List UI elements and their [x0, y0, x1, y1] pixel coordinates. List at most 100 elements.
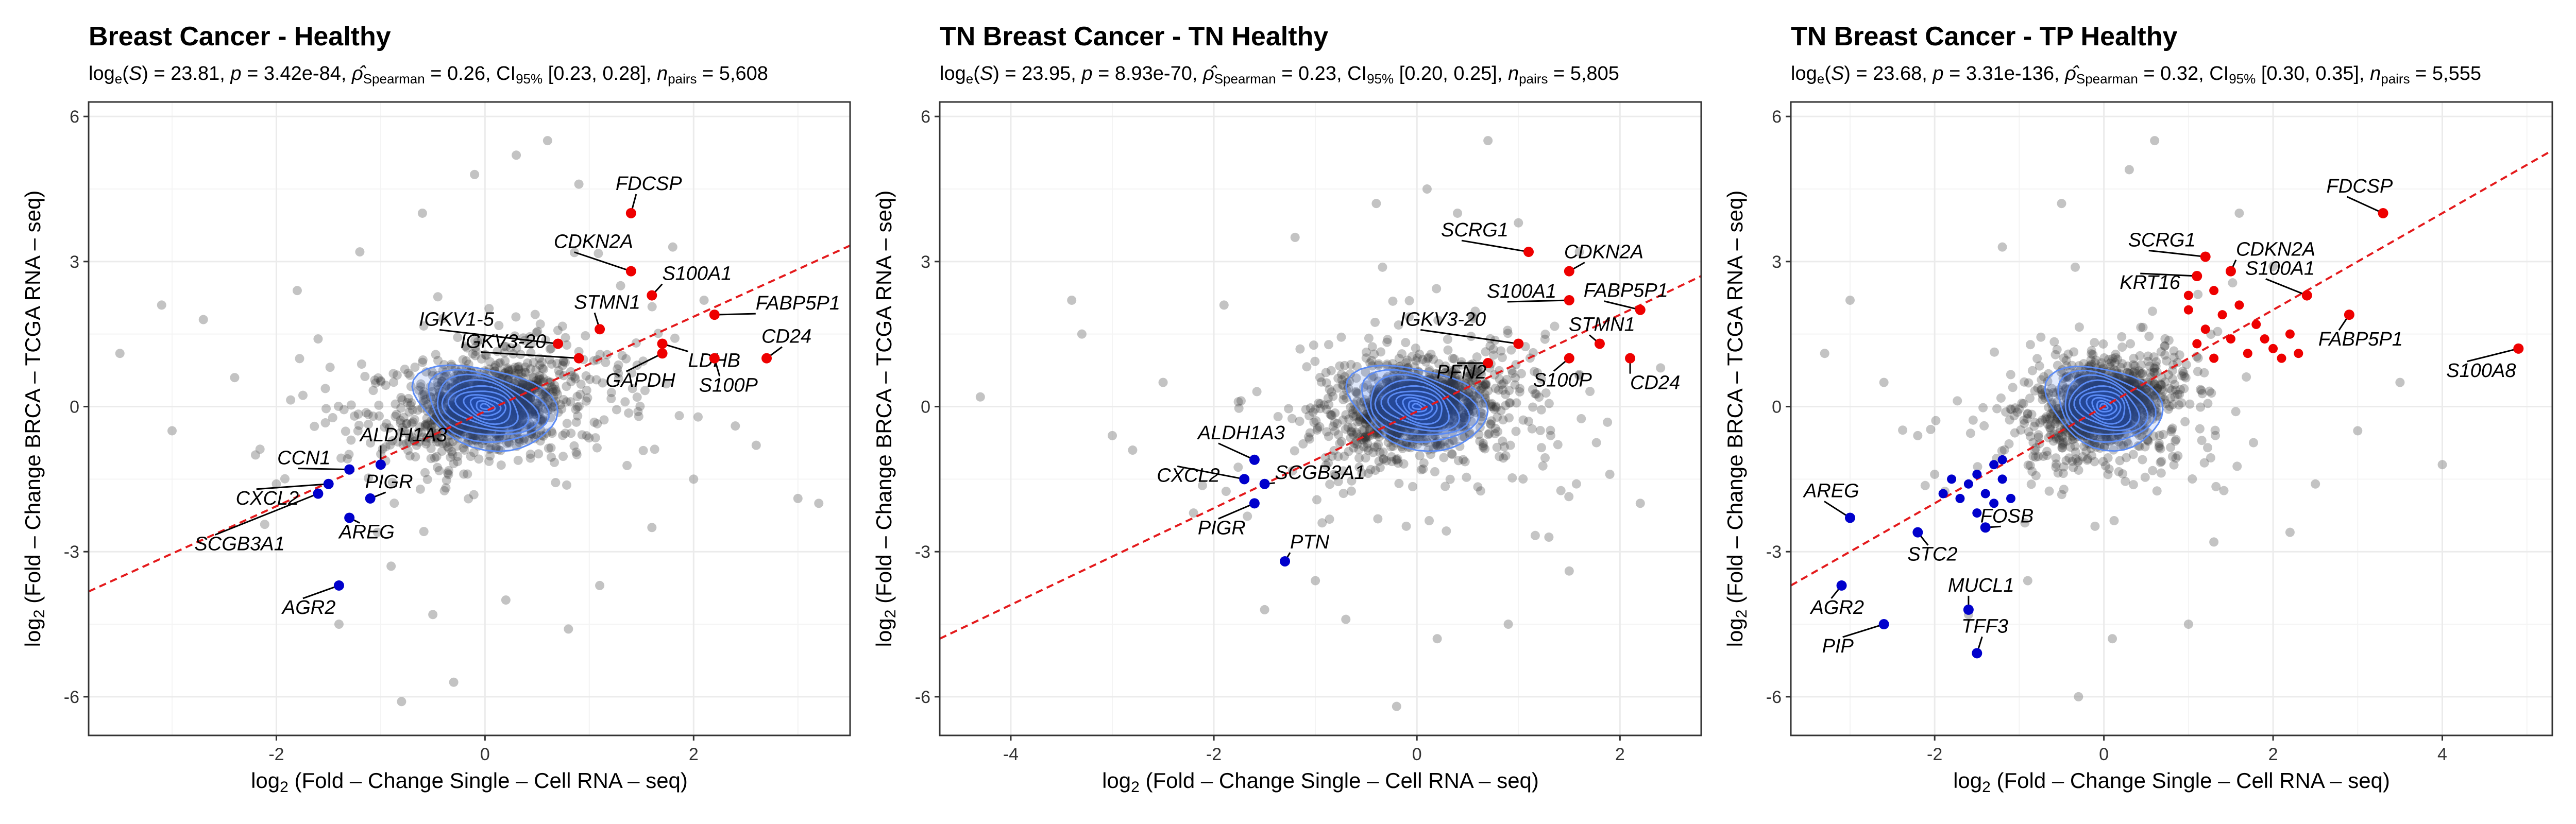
gene-point — [286, 395, 296, 405]
gene-point — [400, 364, 410, 374]
gene-point — [1399, 398, 1409, 407]
gene-point — [2033, 430, 2043, 440]
density-contour — [454, 390, 512, 425]
gene-point — [506, 406, 516, 416]
gene-point — [396, 392, 406, 402]
gene-point — [1425, 516, 1434, 526]
gene-point — [2197, 389, 2207, 399]
gene-point — [436, 379, 446, 388]
gene-point — [459, 401, 468, 411]
gene-point — [457, 403, 467, 413]
gene-point — [558, 356, 568, 366]
gene-point — [512, 377, 522, 387]
gene-point — [511, 420, 520, 430]
gene-point — [2044, 486, 2054, 496]
density-contour — [479, 403, 491, 410]
gene-point — [343, 454, 352, 464]
gene-point — [1460, 457, 1470, 467]
gene-point — [1536, 443, 1546, 453]
gene-point-up — [1564, 266, 1574, 277]
gene-point — [500, 356, 510, 366]
gene-label: CD24 — [761, 326, 811, 348]
gene-point — [1325, 385, 1334, 394]
gene-point — [526, 364, 535, 374]
gene-point — [526, 393, 535, 403]
gene-point — [1538, 461, 1548, 471]
gene-point — [487, 414, 497, 423]
gene-point — [1440, 482, 1450, 491]
gene-point — [1334, 430, 1344, 440]
gene-point — [1309, 417, 1319, 427]
gene-point — [2042, 447, 2052, 456]
gene-point-outlier — [731, 421, 740, 431]
gene-point — [473, 385, 483, 395]
gene-point — [420, 468, 430, 477]
gene-point — [328, 413, 337, 423]
gene-point — [1511, 360, 1521, 370]
gene-point-up — [553, 338, 564, 349]
gene-point — [1341, 410, 1351, 420]
gene-point-outlier — [355, 247, 365, 257]
gene-point — [1504, 386, 1514, 396]
gene-point — [1965, 428, 1975, 438]
gene-point — [405, 451, 415, 461]
gene-point — [1408, 482, 1418, 491]
gene-point — [1365, 358, 1375, 368]
gene-point-outlier — [1564, 566, 1574, 576]
gene-point — [1472, 352, 1482, 362]
gene-point — [310, 421, 319, 431]
gene-point — [452, 398, 462, 407]
gene-point — [484, 456, 494, 466]
gene-point — [537, 364, 547, 373]
gene-point — [589, 417, 599, 427]
gene-point — [473, 337, 483, 347]
gene-point — [2090, 338, 2099, 348]
gene-point — [1501, 401, 1511, 410]
gene-point — [553, 325, 563, 335]
gene-point-down — [1239, 474, 1250, 485]
gene-point — [533, 327, 543, 336]
gene-point — [2211, 482, 2221, 491]
gene-point — [423, 400, 433, 409]
gene-point — [396, 403, 406, 413]
gene-point — [453, 452, 463, 461]
gene-point — [561, 428, 570, 438]
gene-point — [447, 406, 456, 416]
gene-point — [1324, 340, 1333, 350]
gene-point — [2025, 432, 2035, 441]
gene-point — [405, 401, 415, 410]
gene-point — [453, 333, 463, 342]
gene-point — [614, 369, 623, 379]
gene-point — [415, 422, 425, 432]
gene-point — [1490, 429, 1500, 439]
gene-point — [1492, 442, 1502, 452]
gene-point-up — [709, 353, 720, 364]
gene-point — [1423, 352, 1433, 362]
gene-point — [571, 447, 581, 457]
gene-point — [549, 457, 559, 467]
y-tick-label: -6 — [64, 688, 79, 707]
gene-point — [1473, 482, 1483, 492]
gene-point — [1978, 403, 1988, 413]
gene-point — [513, 455, 523, 465]
gene-point — [1498, 453, 1508, 463]
gene-point — [546, 344, 556, 353]
gene-point — [445, 414, 454, 423]
gene-point — [1415, 451, 1425, 460]
gene-point-up — [1594, 338, 1605, 349]
gene-point — [1313, 423, 1323, 433]
gene-point — [1401, 521, 1411, 531]
gene-point — [376, 377, 386, 387]
gene-point — [543, 397, 553, 406]
gene-point — [1992, 404, 2002, 414]
gene-point — [421, 439, 431, 449]
gene-point — [344, 450, 354, 459]
gene-point — [446, 359, 456, 369]
gene-point — [410, 363, 420, 372]
y-tick-label: -3 — [64, 542, 79, 562]
gene-point-up — [625, 266, 636, 277]
gene-label: STMN1 — [574, 291, 640, 313]
gene-point-down — [344, 464, 355, 475]
gene-point — [1953, 396, 1962, 406]
gene-point — [518, 417, 528, 426]
